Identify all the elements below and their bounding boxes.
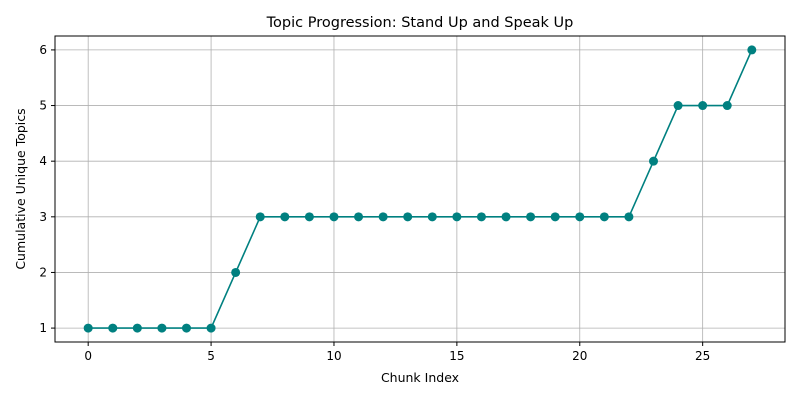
data-point	[329, 212, 339, 222]
data-point	[526, 212, 536, 222]
data-point	[354, 212, 364, 222]
data-point	[575, 212, 585, 222]
data-point	[550, 212, 560, 222]
y-tick-label: 2	[39, 265, 47, 279]
x-tick-label: 20	[572, 349, 587, 363]
y-tick-label: 5	[39, 99, 47, 113]
y-tick-label: 3	[39, 210, 47, 224]
data-point	[747, 45, 757, 55]
data-point	[599, 212, 609, 222]
ticks-layer: 0 5 10 15 20 25 1 2 3 4 5 6	[39, 43, 710, 363]
x-tick-label: 15	[449, 349, 464, 363]
y-tick-label: 1	[39, 321, 47, 335]
data-point	[304, 212, 314, 222]
x-axis-label: Chunk Index	[381, 370, 459, 385]
series-line	[88, 49, 753, 329]
data-point	[206, 323, 216, 333]
data-point	[476, 212, 486, 222]
data-point	[722, 101, 732, 111]
data-point	[255, 212, 265, 222]
data-point	[157, 323, 167, 333]
data-point	[427, 212, 437, 222]
data-point	[698, 101, 708, 111]
data-point	[280, 212, 290, 222]
data-point	[181, 323, 191, 333]
data-points	[83, 45, 757, 333]
data-point	[673, 101, 683, 111]
data-point	[624, 212, 634, 222]
x-tick-label: 5	[207, 349, 215, 363]
data-point	[501, 212, 511, 222]
plot-frame	[54, 35, 786, 343]
x-tick-label: 10	[326, 349, 341, 363]
data-point	[231, 267, 241, 277]
x-tick-label: 0	[84, 349, 92, 363]
data-point	[403, 212, 413, 222]
grid-layer	[55, 36, 785, 342]
data-point	[452, 212, 462, 222]
y-axis-label: Cumulative Unique Topics	[13, 108, 28, 269]
data-point	[83, 323, 93, 333]
data-point	[378, 212, 388, 222]
y-tick-label: 4	[39, 154, 47, 168]
y-tick-label: 6	[39, 43, 47, 57]
data-point	[132, 323, 142, 333]
data-point	[108, 323, 118, 333]
data-point	[649, 156, 659, 166]
chart-title: Topic Progression: Stand Up and Speak Up	[266, 15, 574, 31]
x-tick-label: 25	[695, 349, 710, 363]
